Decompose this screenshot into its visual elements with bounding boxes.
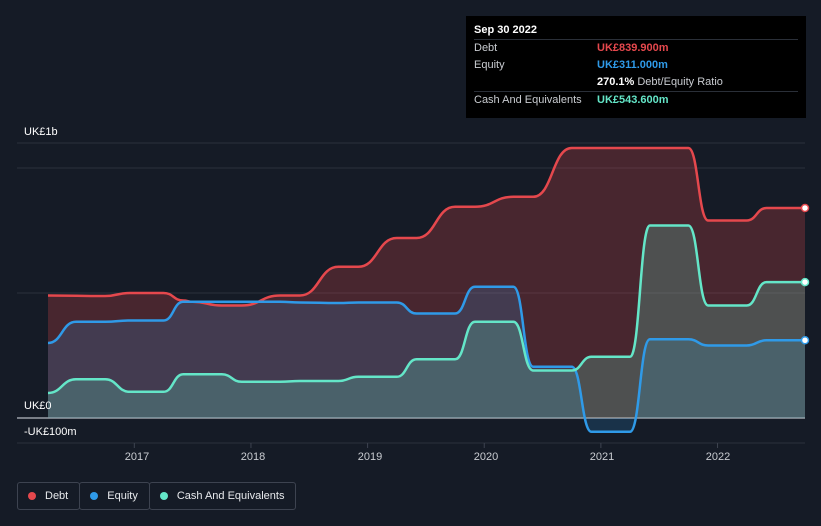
x-tick-label-2020: 2020 — [473, 451, 499, 463]
area-cash — [48, 225, 805, 418]
tooltip-row-ratio: 270.1% Debt/Equity Ratio — [474, 74, 798, 91]
endpoint-debt — [800, 203, 810, 213]
endpoint-cash — [800, 277, 810, 287]
tooltip-label-debt: Debt — [474, 42, 498, 54]
tooltip-row-cash: Cash And Equivalents UK£543.600m — [474, 91, 798, 109]
tooltip-date: Sep 30 2022 — [474, 24, 537, 36]
area-debt — [48, 148, 805, 418]
legend-item-cash[interactable]: Cash And Equivalents — [148, 482, 297, 510]
legend-dot-equity — [90, 492, 99, 500]
tooltip-label-ratio — [474, 74, 597, 91]
tooltip-panel: Sep 30 2022 Debt UK£839.900m Equity UK£3… — [466, 16, 806, 118]
tooltip-value-ratio: 270.1% — [597, 76, 635, 88]
x-tick-label-2017: 2017 — [124, 451, 150, 463]
endpoint-equity — [800, 336, 810, 345]
tooltip-value-cash: UK£543.600m — [597, 94, 669, 106]
line-cash — [47, 224, 805, 395]
tooltip-value-debt: UK£839.900m — [597, 42, 669, 54]
tooltip-row-debt: Debt UK£839.900m — [474, 39, 798, 57]
legend-label-cash: Cash And Equivalents — [176, 490, 285, 502]
x-tick-label-2018: 2018 — [240, 451, 266, 463]
y-tick-label-negative: -UK£100m — [24, 426, 77, 438]
x-tick-label-2019: 2019 — [357, 451, 383, 463]
tooltip-value-equity: UK£311.000m — [597, 59, 668, 71]
legend-dot-cash — [159, 492, 168, 500]
point-layer — [800, 203, 810, 345]
line-layer — [47, 146, 805, 434]
chart-legend: Debt Equity Cash And Equivalents — [17, 482, 297, 510]
tooltip-label-equity: Equity — [474, 59, 505, 71]
legend-label-debt: Debt — [45, 490, 69, 502]
legend-label-equity: Equity — [107, 490, 138, 502]
y-tick-label-zero: UK£0 — [24, 400, 52, 412]
x-tick-label-2021: 2021 — [589, 451, 615, 463]
area-layer — [48, 148, 805, 432]
tooltip-label-cash: Cash And Equivalents — [474, 94, 582, 106]
legend-item-equity[interactable]: Equity — [79, 482, 150, 510]
y-tick-label-top: UK£1b — [24, 126, 58, 138]
legend-dot-debt — [28, 492, 36, 500]
legend-item-debt[interactable]: Debt — [17, 482, 81, 510]
tooltip-ratio-caption: Debt/Equity Ratio — [637, 76, 723, 88]
line-equity — [47, 285, 805, 434]
x-tick-label-2022: 2022 — [705, 451, 731, 463]
tooltip-row-equity: Equity UK£311.000m — [474, 57, 798, 74]
